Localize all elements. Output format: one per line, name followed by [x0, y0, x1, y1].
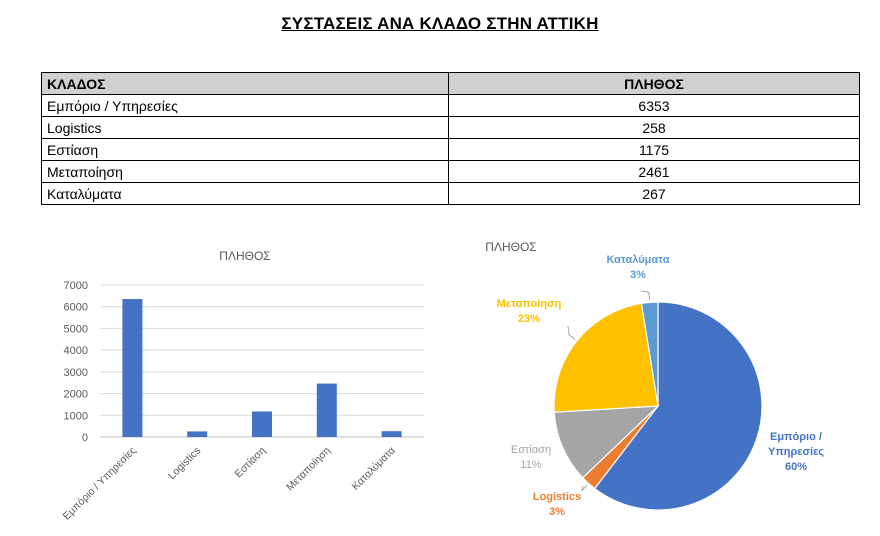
- pie-label-percent: 60%: [785, 461, 807, 473]
- y-tick-label: 3000: [64, 367, 88, 379]
- pie-label-name: Καταλύματα: [606, 254, 669, 266]
- pie-label-name: Logistics: [533, 491, 581, 503]
- pie-label-percent: 23%: [518, 313, 540, 325]
- bar: [187, 431, 208, 437]
- y-tick-label: 6000: [64, 302, 88, 314]
- y-tick-label: 1000: [64, 410, 88, 422]
- bar: [252, 411, 272, 437]
- cell-count: 1175: [448, 138, 860, 161]
- x-tick-label: Μεταποίηση: [284, 445, 333, 494]
- bar: [316, 383, 337, 437]
- pie-label-name: Υπηρεσίες: [768, 446, 824, 458]
- pie-chart-title: ΠΛΗΘΟΣ: [485, 240, 536, 254]
- x-tick-label: Εστίαση: [233, 445, 269, 481]
- x-tick-label: Καταλύματα: [350, 445, 398, 493]
- pie-label-percent: 3%: [549, 506, 565, 518]
- cell-count: 267: [448, 182, 860, 205]
- x-tick-label: Logistics: [166, 445, 203, 482]
- pie-label-name: Μεταποίηση: [497, 298, 562, 310]
- bar: [122, 299, 143, 437]
- y-tick-label: 5000: [64, 323, 88, 335]
- pie-slice-manufacturing: [553, 302, 659, 413]
- pie-slice-dining: [553, 405, 660, 479]
- pie-label-percent: 11%: [520, 459, 541, 471]
- pie-leader-line: [567, 325, 576, 341]
- table-row: Εστίαση 1175: [41, 138, 860, 161]
- pie-slice-lodging: [640, 301, 659, 407]
- page-title: ΣΥΣΤΑΣΕΙΣ ΑΝΑ ΚΛΑΔΟ ΣΤΗΝ ΑΤΤΙΚΗ: [281, 14, 599, 33]
- x-tick-label: Εμπόριο / Υπηρεσίες: [61, 445, 139, 523]
- pie-leader-line: [640, 290, 651, 301]
- data-table: ΚΛΑΔΟΣ ΠΛΗΘΟΣ Εμπόριο / Υπηρεσίες 6353 L…: [41, 72, 860, 205]
- table-row: Εμπόριο / Υπηρεσίες 6353: [41, 94, 860, 117]
- y-tick-label: 0: [82, 432, 88, 444]
- pie-leader-line: [581, 484, 588, 492]
- bar: [381, 431, 402, 437]
- y-tick-label: 7000: [64, 280, 88, 292]
- table-row: Μεταποίηση 2461: [41, 160, 860, 183]
- pie-slice-trade: [593, 301, 763, 511]
- table-header-row: ΚΛΑΔΟΣ ΠΛΗΘΟΣ: [41, 72, 860, 95]
- table-row: Καταλύματα 267: [41, 182, 860, 205]
- cell-sector: Καταλύματα: [41, 182, 449, 205]
- header-sector: ΚΛΑΔΟΣ: [41, 72, 449, 95]
- pie-label-percent: 3%: [630, 269, 646, 281]
- pie-label-name: Εμπόριο /: [770, 431, 822, 443]
- header-count: ΠΛΗΘΟΣ: [448, 72, 860, 95]
- y-tick-label: 4000: [64, 345, 88, 357]
- bar-chart-title: ΠΛΗΘΟΣ: [219, 249, 270, 263]
- pie-label-name: Εστίαση: [511, 444, 551, 456]
- y-tick-label: 2000: [64, 389, 88, 401]
- cell-sector: Εμπόριο / Υπηρεσίες: [41, 94, 449, 117]
